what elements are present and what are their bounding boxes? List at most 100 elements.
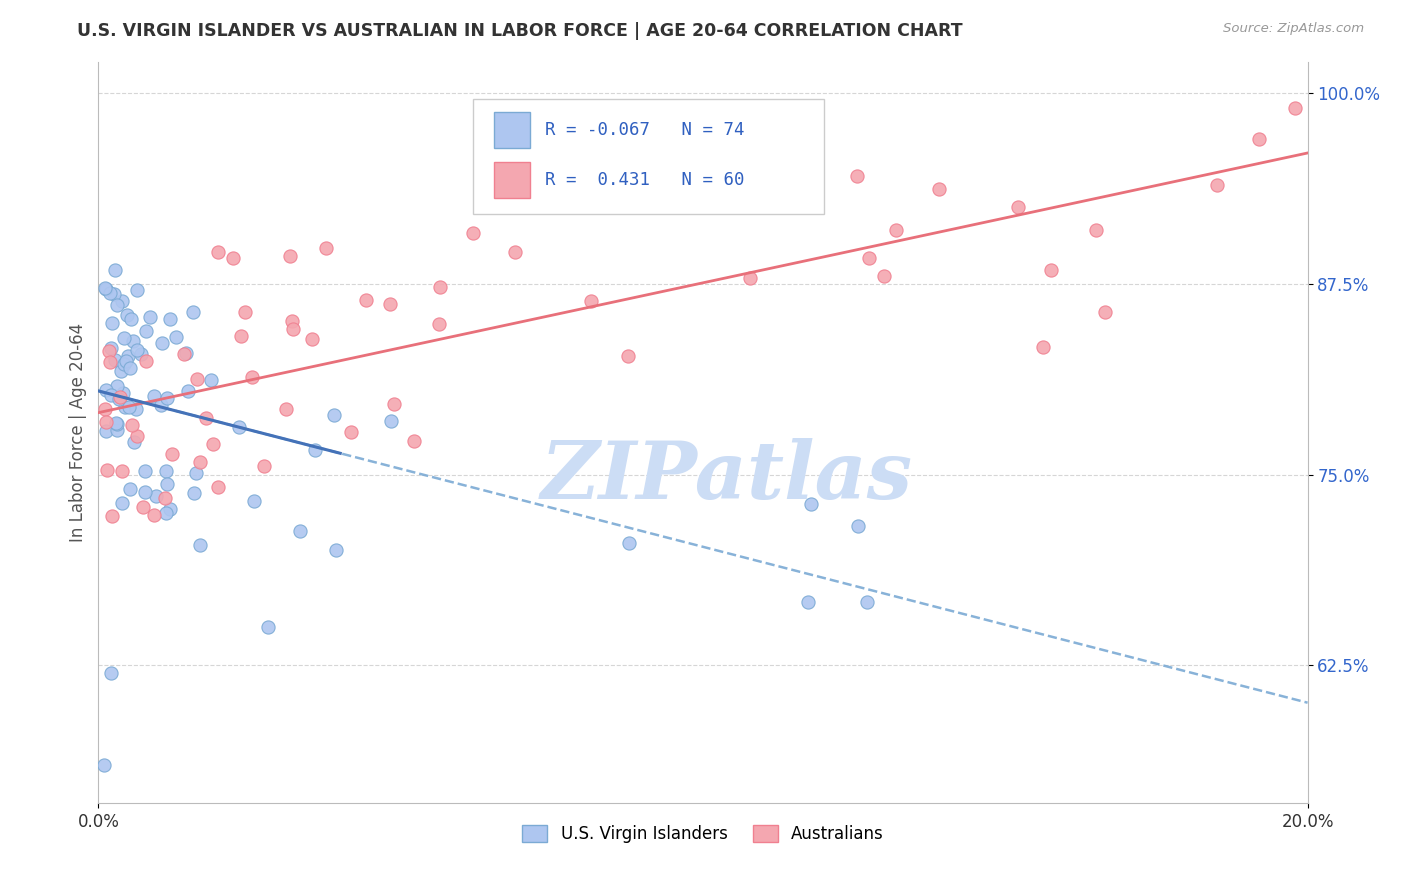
Point bbox=[404, 434, 426, 448]
Point bbox=[579, 294, 602, 309]
Point bbox=[253, 458, 276, 473]
Point bbox=[378, 297, 401, 311]
Point bbox=[382, 397, 405, 411]
Y-axis label: In Labor Force | Age 20-64: In Labor Force | Age 20-64 bbox=[69, 323, 87, 542]
Point bbox=[134, 465, 156, 479]
Text: ZIPatlas: ZIPatlas bbox=[541, 438, 914, 516]
Point bbox=[207, 480, 229, 494]
Point bbox=[112, 331, 135, 345]
Point bbox=[207, 244, 229, 259]
Point bbox=[112, 357, 135, 371]
Point bbox=[110, 364, 132, 378]
Point bbox=[183, 486, 205, 500]
Point bbox=[194, 411, 217, 425]
Point bbox=[121, 417, 143, 432]
Legend: U.S. Virgin Islanders, Australians: U.S. Virgin Islanders, Australians bbox=[516, 819, 890, 850]
Point bbox=[100, 388, 122, 402]
Point bbox=[125, 429, 148, 443]
Point bbox=[94, 416, 117, 430]
Point bbox=[104, 417, 127, 431]
Point bbox=[107, 423, 129, 437]
Point bbox=[94, 281, 117, 295]
Point bbox=[117, 349, 139, 363]
Point bbox=[104, 262, 127, 277]
Point bbox=[380, 414, 402, 428]
Point bbox=[118, 400, 141, 414]
Point bbox=[1206, 178, 1229, 192]
Point bbox=[429, 280, 451, 294]
Point bbox=[100, 341, 122, 355]
Point bbox=[186, 372, 208, 386]
Point bbox=[873, 269, 896, 284]
Point bbox=[1032, 339, 1054, 353]
Point bbox=[858, 251, 880, 265]
Point bbox=[111, 464, 134, 478]
Point bbox=[200, 372, 222, 386]
Point bbox=[256, 620, 278, 634]
Point bbox=[96, 462, 118, 476]
Point bbox=[96, 425, 118, 439]
Point bbox=[1094, 305, 1116, 319]
Point bbox=[752, 179, 775, 194]
Point bbox=[461, 227, 484, 241]
Point bbox=[188, 455, 211, 469]
Point bbox=[228, 419, 250, 434]
Point bbox=[796, 595, 818, 609]
Point bbox=[98, 285, 121, 300]
Point bbox=[181, 305, 204, 319]
Point bbox=[155, 464, 177, 478]
Point bbox=[103, 286, 125, 301]
Point bbox=[94, 401, 117, 416]
Point bbox=[93, 757, 115, 772]
Point bbox=[1249, 132, 1271, 146]
Point bbox=[135, 324, 157, 338]
Point bbox=[162, 447, 184, 461]
Point bbox=[325, 543, 347, 558]
FancyBboxPatch shape bbox=[474, 99, 824, 214]
Point bbox=[242, 370, 264, 384]
Point bbox=[134, 485, 156, 500]
Point bbox=[304, 442, 326, 457]
Point bbox=[322, 408, 344, 422]
Point bbox=[354, 293, 377, 308]
Point bbox=[177, 384, 200, 398]
Point bbox=[184, 466, 207, 480]
Point bbox=[97, 343, 120, 358]
Point bbox=[173, 346, 195, 360]
Point bbox=[104, 353, 127, 368]
FancyBboxPatch shape bbox=[494, 162, 530, 198]
Point bbox=[617, 536, 640, 550]
Point bbox=[110, 496, 132, 510]
Point bbox=[283, 322, 305, 336]
Point bbox=[94, 282, 117, 296]
Point bbox=[1085, 223, 1108, 237]
Point bbox=[115, 354, 138, 368]
Point bbox=[155, 506, 177, 520]
Point bbox=[112, 386, 135, 401]
Point bbox=[115, 308, 138, 322]
Point bbox=[125, 343, 148, 357]
Point bbox=[114, 400, 136, 414]
Point bbox=[98, 355, 121, 369]
Point bbox=[139, 310, 162, 324]
Point bbox=[427, 318, 450, 332]
Point bbox=[1284, 101, 1306, 115]
Point bbox=[233, 304, 256, 318]
Text: Source: ZipAtlas.com: Source: ZipAtlas.com bbox=[1223, 22, 1364, 36]
Point bbox=[105, 379, 128, 393]
Point bbox=[1039, 263, 1062, 277]
Point bbox=[315, 241, 337, 255]
Point bbox=[142, 508, 165, 522]
Point bbox=[156, 391, 179, 405]
FancyBboxPatch shape bbox=[494, 112, 530, 147]
Point bbox=[884, 222, 907, 236]
Text: R =  0.431   N = 60: R = 0.431 N = 60 bbox=[544, 171, 744, 189]
Point bbox=[120, 312, 142, 326]
Point bbox=[288, 524, 311, 539]
Point bbox=[201, 437, 224, 451]
Point bbox=[846, 518, 869, 533]
Point bbox=[503, 244, 526, 259]
Point bbox=[145, 489, 167, 503]
Point bbox=[928, 182, 950, 196]
Point bbox=[472, 169, 495, 184]
